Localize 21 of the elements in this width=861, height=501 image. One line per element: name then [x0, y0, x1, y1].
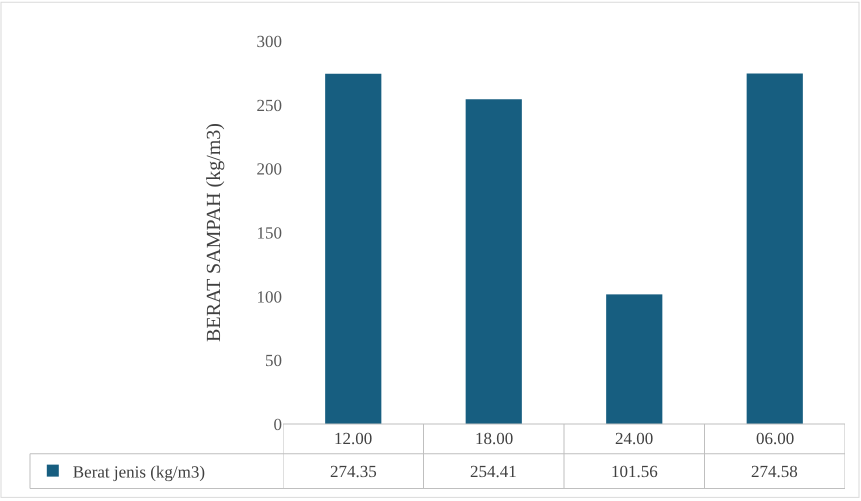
y-axis-title: BERAT SAMPAH (kg/m3)	[203, 123, 225, 342]
bar	[325, 74, 382, 424]
y-tick-label: 0	[274, 414, 282, 434]
x-tick-label: 12.00	[334, 429, 372, 448]
data-label: 254.41	[470, 462, 517, 481]
y-tick-label: 300	[256, 32, 282, 51]
legend-label: Berat jenis (kg/m3)	[72, 462, 206, 482]
data-label: 274.35	[330, 462, 377, 481]
y-tick-label: 100	[256, 287, 282, 306]
bar	[466, 99, 522, 424]
y-tick-label: 150	[256, 223, 282, 242]
data-label: 274.58	[751, 462, 798, 481]
x-tick-label: 18.00	[475, 429, 514, 448]
y-tick-label: 50	[265, 351, 282, 370]
y-tick-label: 200	[256, 160, 282, 179]
x-tick-label: 06.00	[756, 429, 794, 448]
x-tick-label: 24.00	[615, 429, 654, 448]
bar	[606, 294, 662, 424]
bar	[746, 73, 803, 424]
y-tick-label: 250	[256, 96, 282, 115]
data-label: 101.56	[611, 462, 658, 481]
